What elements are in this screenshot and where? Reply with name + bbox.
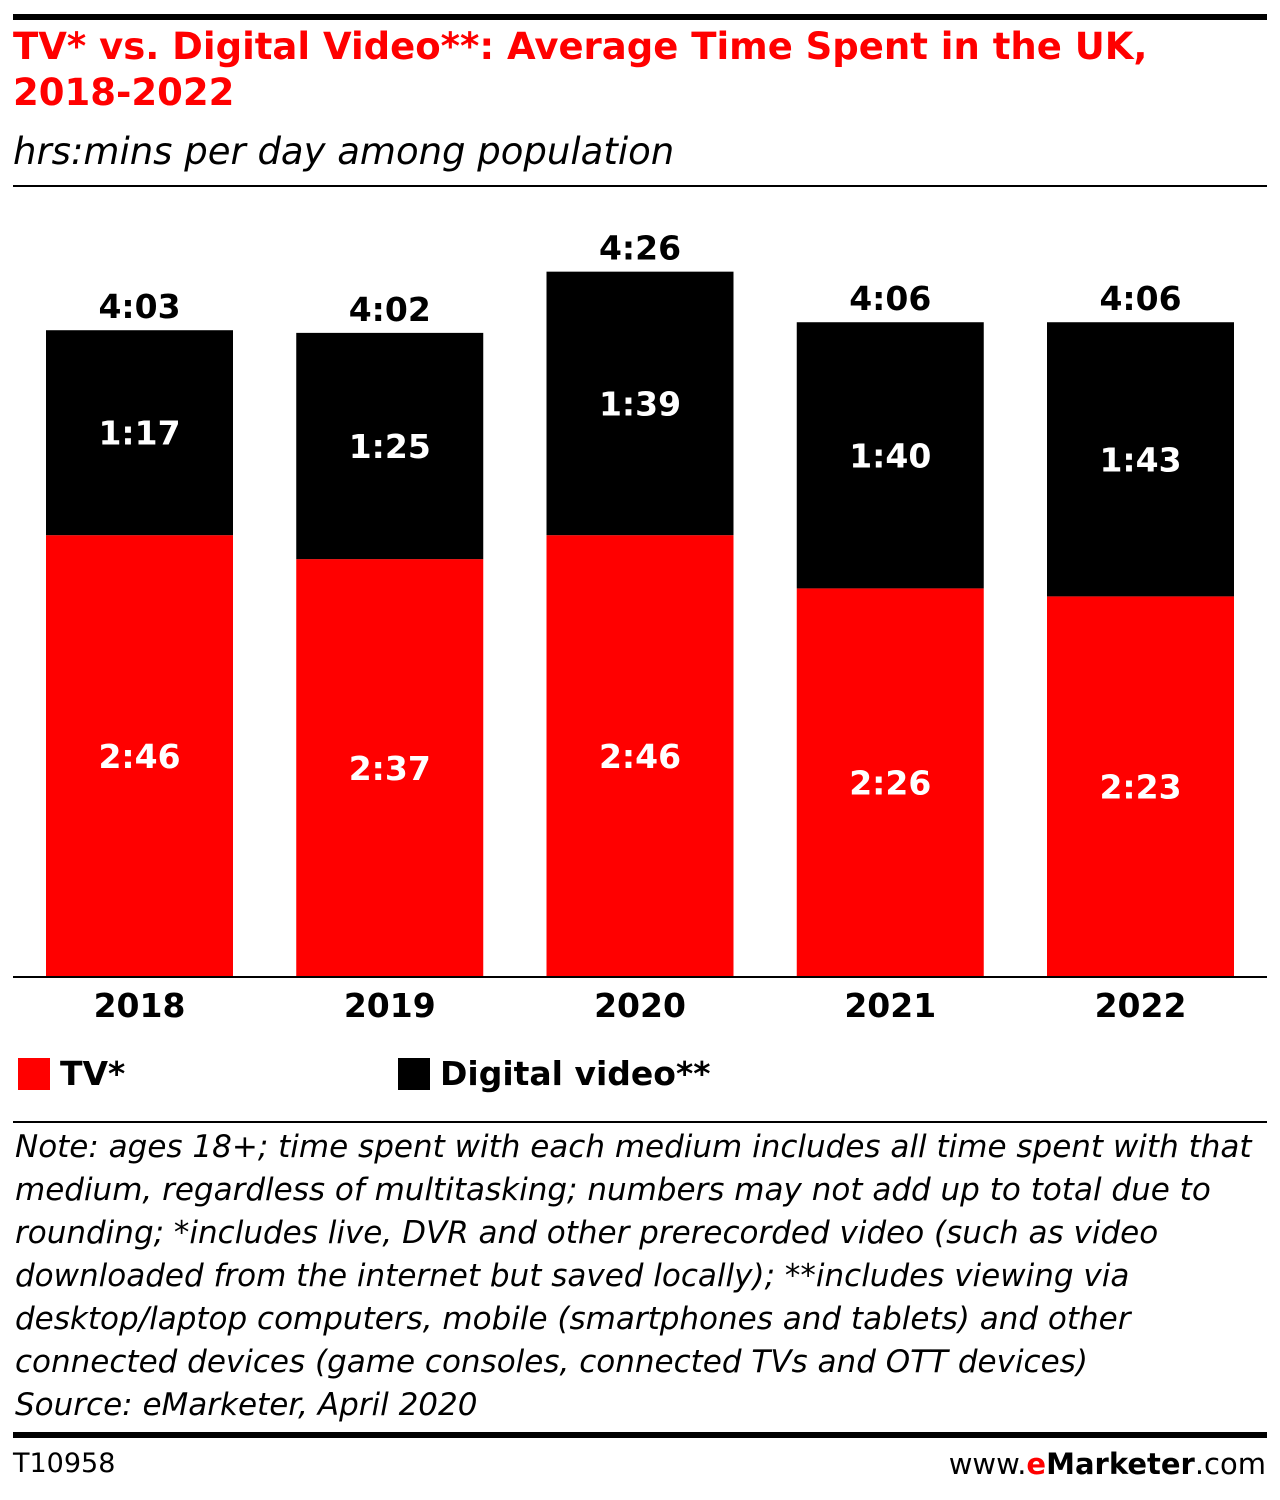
footer-rule (13, 1432, 1267, 1438)
bar-label-tv-2020: 2:46 (599, 737, 681, 776)
legend-label-tv: TV* (60, 1054, 126, 1093)
chart-title: TV* vs. Digital Video**: Average Time Sp… (13, 25, 1148, 114)
chart-source: Source: eMarketer, April 2020 (15, 1387, 478, 1423)
brand-suffix: .com (1194, 1447, 1266, 1481)
legend-swatch-digital-video (398, 1058, 430, 1090)
x-tick-label-2019: 2019 (344, 986, 436, 1025)
legend: TV* Digital video** (0, 1052, 1280, 1096)
legend-item-tv: TV* (18, 1052, 125, 1096)
x-tick-label-2021: 2021 (844, 986, 936, 1025)
note-rule (13, 1121, 1267, 1123)
x-tick-label-2022: 2022 (1095, 986, 1187, 1025)
bar-total-label-2018: 4:03 (98, 287, 180, 326)
x-tick-label-2020: 2020 (594, 986, 686, 1025)
bar-label-tv-2021: 2:26 (849, 764, 931, 803)
bar-tv-2022 (1047, 596, 1234, 977)
bar-tv-2020 (546, 535, 734, 977)
brand-e: e (1026, 1447, 1047, 1481)
chart-id: T10958 (13, 1448, 116, 1479)
bar-total-label-2019: 4:02 (349, 290, 431, 329)
x-tick-label-2018: 2018 (94, 986, 186, 1025)
subtitle-rule (13, 185, 1267, 187)
bar-tv-2021 (796, 588, 984, 977)
chart-subtitle: hrs:mins per day among population (13, 130, 675, 173)
bar-label-digital-video-2019: 1:25 (349, 427, 431, 466)
brand-url[interactable]: www.eMarketer.com (949, 1444, 1266, 1484)
legend-label-digital-video: Digital video** (440, 1054, 711, 1093)
top-rule (13, 14, 1267, 20)
bar-label-digital-video-2018: 1:17 (98, 414, 180, 453)
legend-item-digital-video: Digital video** (398, 1052, 711, 1096)
stacked-bar-chart: 2:46 1:17 4:03 2018 2:37 1:25 4:02 2019 2:46 1:39… (13, 229, 1267, 1025)
brand-prefix: www. (948, 1447, 1027, 1481)
chart-note: Note: ages 18+; time spent with each med… (15, 1129, 1252, 1380)
brand-name: Marketer (1046, 1447, 1195, 1481)
legend-swatch-tv (18, 1058, 50, 1090)
bar-label-digital-video-2022: 1:43 (1099, 440, 1181, 479)
bar-total-label-2020: 4:26 (599, 229, 681, 268)
bar-total-label-2022: 4:06 (1099, 279, 1181, 318)
bar-tv-2019 (296, 559, 484, 977)
bar-digital-video-2020 (546, 271, 734, 536)
bar-label-tv-2019: 2:37 (349, 749, 431, 788)
bar-label-digital-video-2021: 1:40 (849, 436, 931, 475)
bar-label-tv-2022: 2:23 (1099, 768, 1181, 807)
bar-total-label-2021: 4:06 (849, 279, 931, 318)
bar-digital-video-2019 (296, 332, 484, 560)
bar-label-digital-video-2020: 1:39 (599, 384, 681, 423)
bar-digital-video-2022 (1047, 322, 1234, 597)
bar-digital-video-2021 (796, 322, 984, 589)
bar-digital-video-2018 (46, 330, 233, 536)
bar-tv-2018 (46, 535, 233, 977)
bar-label-tv-2018: 2:46 (98, 737, 180, 776)
